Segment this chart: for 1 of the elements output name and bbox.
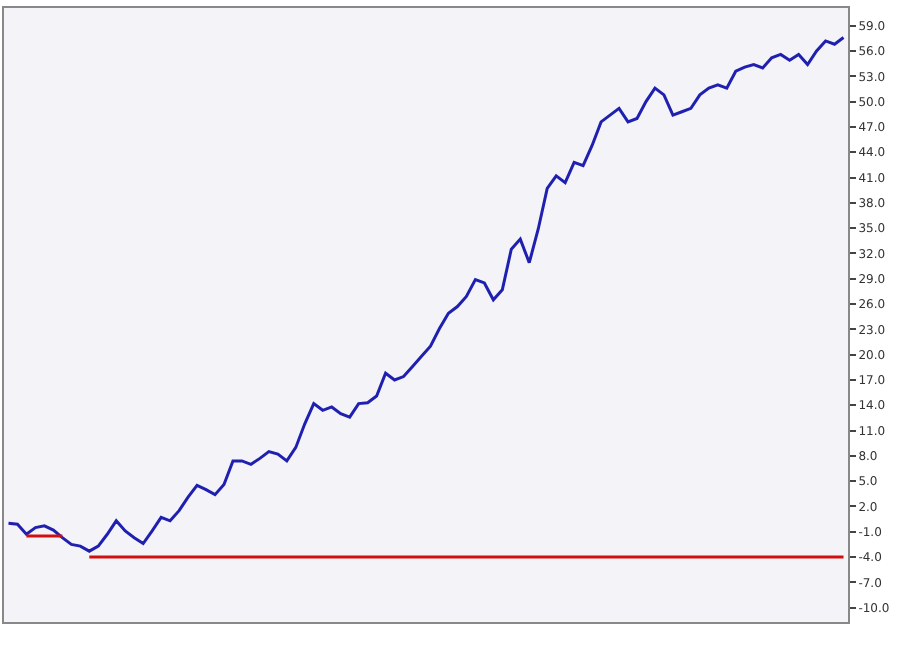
line-series — [6, 36, 846, 553]
